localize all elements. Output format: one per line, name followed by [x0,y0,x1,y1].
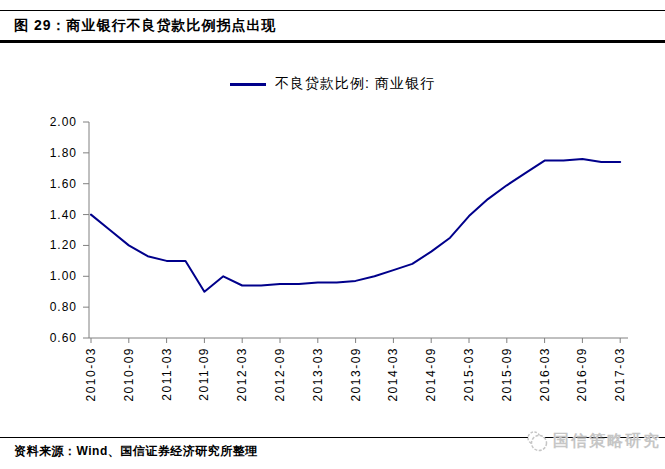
x-tick-label: 2015-03 [462,347,476,402]
brand-text: 国信策略研究 [553,431,661,452]
brand-bubbles-icon [525,429,549,453]
x-tick-label: 2011-03 [160,347,174,401]
figure-title: 图 29：商业银行不良贷款比例拐点出现 [14,17,654,35]
x-tick-label: 2014-09 [424,347,438,402]
y-tick-label: 0.60 [50,331,77,345]
npl-ratio-chart: 2.00 1.80 1.60 1.40 1.20 1.00 0.80 0.60 2010-03 2… [0,0,665,469]
x-tick-label: 2016-03 [538,347,552,402]
x-tick-label: 2012-09 [273,347,287,402]
plot-area: 2.00 1.80 1.60 1.40 1.20 1.00 0.80 0.60 2010-03 2… [50,115,628,402]
y-tick-label: 0.80 [50,300,77,314]
x-tick-label: 2013-03 [311,347,325,402]
y-tick-label: 1.60 [50,177,77,191]
y-tick-label: 1.40 [50,208,77,222]
x-tick-label: 2014-03 [386,347,400,402]
source-text: 资料来源：Wind、国信证券经济研究所整理 [14,443,258,460]
header-rule-top [0,10,665,11]
legend-label: 不良贷款比例: 商业银行 [275,75,435,93]
y-tick-label: 2.00 [50,115,77,129]
header-rule-bottom [0,40,665,43]
npl-ratio-line [91,159,620,292]
y-tick-label: 1.20 [50,238,77,252]
report-figure-page: { "header": { "title": "图 29：商业银行不良贷款比例拐… [0,0,665,469]
brand-logo: 国信策略研究 [525,427,661,455]
x-tick-label: 2015-09 [500,347,514,402]
x-tick-label: 2010-03 [84,347,98,402]
x-tick-label: 2016-09 [575,347,589,402]
x-tick-label: 2013-09 [349,347,363,402]
x-tick-label: 2011-09 [197,347,211,401]
y-tick-label: 1.00 [50,269,77,283]
x-tick-label: 2012-03 [235,347,249,402]
legend-line-swatch [230,83,266,86]
chart-legend: 不良贷款比例: 商业银行 [0,74,665,94]
y-tick-label: 1.80 [50,146,77,160]
x-tick-label: 2010-09 [122,347,136,402]
x-tick-label: 2017-03 [613,347,627,402]
